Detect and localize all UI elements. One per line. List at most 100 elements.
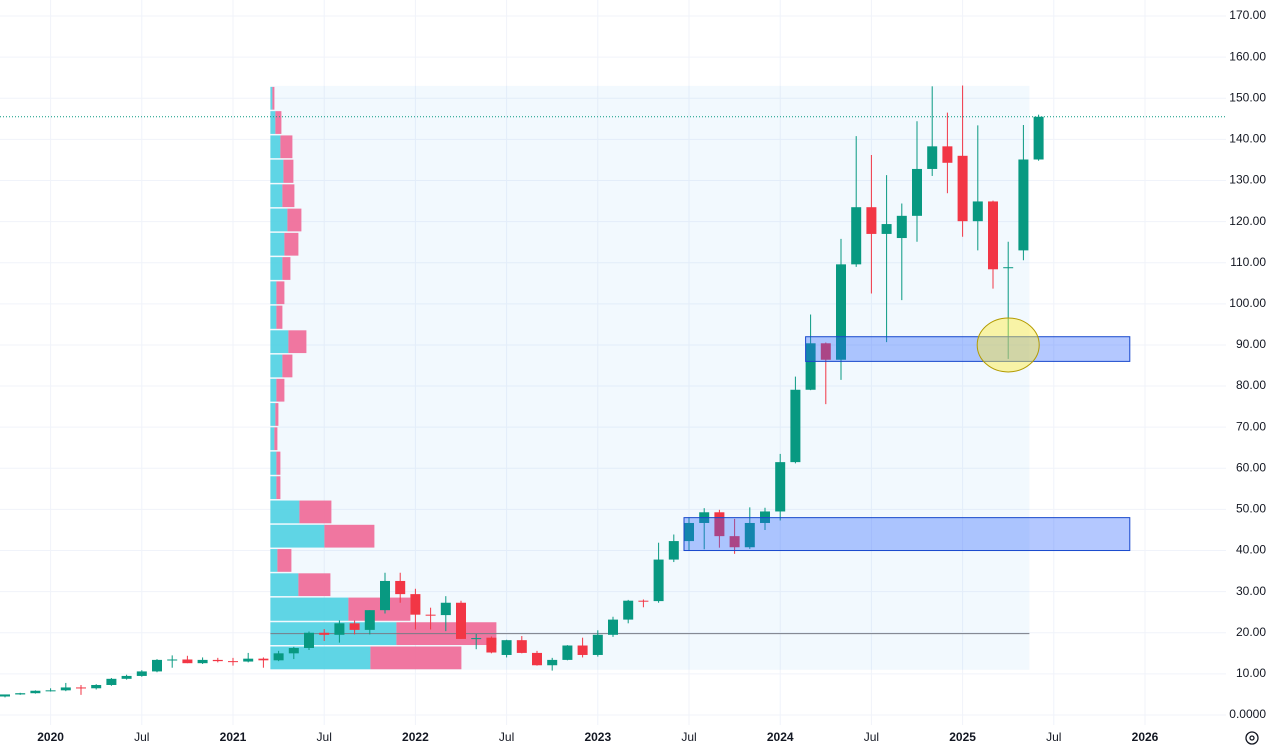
volume-down-bar	[275, 111, 282, 134]
volume-down-bar	[277, 549, 292, 572]
volume-up-bar	[270, 184, 283, 208]
volume-down-bar	[348, 597, 411, 621]
candle-body	[334, 623, 345, 635]
volume-up-bar	[270, 403, 276, 426]
volume-down-bar	[276, 281, 285, 305]
x-tick-label: Jul	[317, 730, 332, 744]
candle-body	[136, 671, 147, 676]
volume-down-bar	[280, 135, 293, 159]
candle-body	[258, 658, 269, 661]
axes: 0.0000 10.00 20.00 30.00 40.00 50.00 60.00 70.0…	[37, 8, 1266, 744]
candle-body	[228, 661, 238, 663]
candle-body	[471, 638, 482, 640]
candle-body	[547, 659, 558, 666]
y-tick-label: 150.00	[1229, 90, 1266, 104]
volume-up-bar	[270, 451, 277, 475]
volume-down-bar	[288, 330, 307, 354]
candle-body	[273, 653, 284, 661]
candle-body	[820, 343, 831, 360]
candle-body	[91, 684, 102, 689]
volume-up-bar	[270, 476, 277, 500]
candle-body	[684, 522, 694, 542]
x-tick-label: Jul	[499, 730, 514, 744]
candle-body	[45, 690, 56, 692]
volume-down-bar	[370, 646, 462, 670]
candle-body	[851, 207, 862, 265]
y-tick-label: 70.00	[1236, 419, 1266, 433]
candle-body	[288, 647, 299, 654]
candle-body	[76, 687, 86, 689]
volume-up-bar	[270, 524, 325, 548]
y-tick-label: 140.00	[1229, 132, 1266, 146]
volume-up-bar	[270, 646, 371, 670]
volume-down-bar	[287, 208, 302, 232]
volume-up-bar	[270, 378, 277, 402]
candle-body	[440, 602, 451, 616]
volume-down-bar	[276, 451, 281, 475]
candle-body	[30, 690, 41, 694]
volume-up-bar	[270, 573, 299, 597]
y-tick-label: 10.00	[1236, 666, 1266, 680]
volume-up-bar	[270, 597, 349, 621]
candle-body	[1018, 159, 1029, 251]
volume-down-bar	[282, 184, 295, 208]
candle-body	[972, 201, 983, 222]
x-tick-label: Jul	[134, 730, 149, 744]
settings-button[interactable]	[1245, 731, 1259, 745]
highlight-ellipse	[976, 317, 1040, 373]
y-tick-label: 40.00	[1236, 543, 1266, 557]
y-tick-label: 90.00	[1236, 337, 1266, 351]
candle-body	[456, 602, 466, 639]
candle-body	[1033, 116, 1044, 160]
volume-down-bar	[284, 232, 299, 256]
candle-body	[942, 146, 953, 163]
candle-body	[577, 645, 588, 655]
candle-body	[60, 687, 71, 691]
candle-body	[836, 264, 846, 360]
x-tick-label: 2026	[1132, 730, 1159, 744]
candle-body	[562, 645, 573, 660]
volume-profile-range	[270, 85, 1030, 670]
x-tick-label: Jul	[1046, 730, 1061, 744]
candle-body	[364, 610, 375, 630]
candle-body	[425, 614, 436, 616]
candle-body	[608, 619, 618, 635]
candle-body	[152, 659, 162, 672]
candle-body	[912, 168, 922, 216]
candle-body	[0, 694, 10, 697]
volume-down-bar	[272, 86, 275, 110]
volume-up-bar	[270, 257, 283, 280]
candle-body	[790, 389, 801, 463]
candle-body	[668, 541, 679, 560]
x-tick-label: 2025	[949, 730, 976, 744]
candle-body	[106, 678, 117, 685]
candle-body	[714, 512, 725, 537]
y-tick-label: 120.00	[1229, 214, 1266, 228]
volume-up-bar	[270, 500, 300, 524]
candle-body	[532, 652, 542, 666]
candle-body	[486, 637, 497, 653]
x-tick-label: Jul	[864, 730, 879, 744]
y-tick-label: 50.00	[1236, 502, 1266, 516]
settings-icon-center	[1249, 735, 1255, 741]
settings-icon[interactable]	[1245, 731, 1259, 745]
x-tick-label: 2020	[37, 730, 64, 744]
y-tick-label: 20.00	[1236, 625, 1266, 639]
volume-up-bar	[270, 354, 283, 378]
volume-down-bar	[324, 524, 375, 548]
volume-down-bar	[276, 476, 281, 500]
candle-body	[167, 659, 178, 661]
y-tick-label: 110.00	[1230, 255, 1266, 269]
y-tick-label: 30.00	[1236, 584, 1266, 598]
candle-body	[395, 580, 406, 595]
candle-body	[927, 146, 938, 169]
y-tick-label: 60.00	[1236, 460, 1266, 474]
candle-body	[197, 659, 208, 664]
candle-body	[516, 640, 527, 653]
volume-down-bar	[276, 378, 285, 402]
candle-body	[653, 559, 664, 602]
volume-up-bar	[270, 208, 288, 232]
plot-area	[0, 85, 1226, 698]
y-tick-label: 80.00	[1236, 378, 1266, 392]
